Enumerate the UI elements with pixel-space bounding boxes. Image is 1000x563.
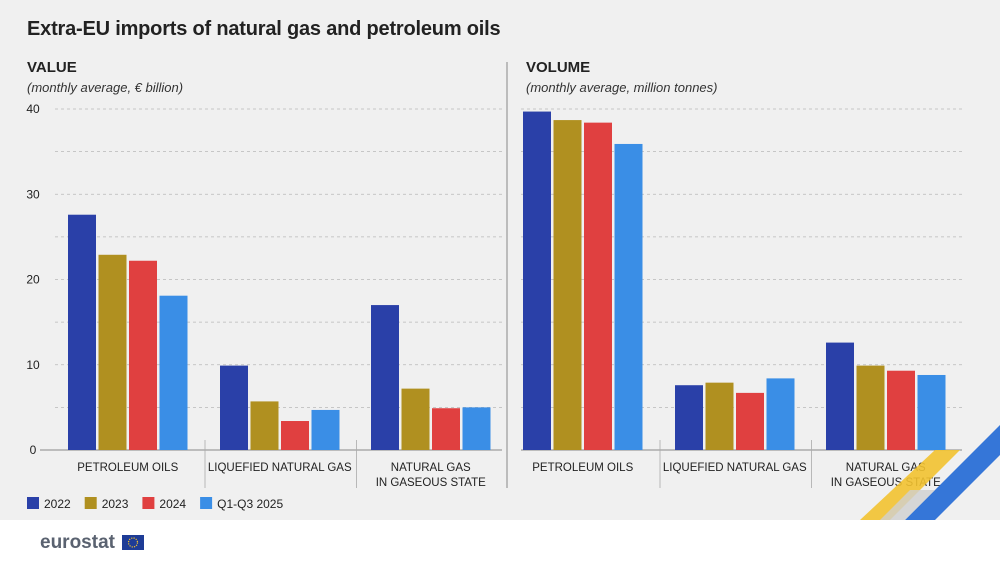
bar <box>250 401 279 450</box>
eurostat-logo: eurostat <box>40 532 145 554</box>
bar <box>614 143 643 450</box>
legend-label: 2022 <box>44 497 71 511</box>
legend-swatch <box>200 497 213 509</box>
legend-label: 2024 <box>159 497 186 511</box>
bar <box>887 370 915 450</box>
footer-bar <box>0 520 1000 563</box>
bar <box>675 385 703 450</box>
bar <box>98 254 127 450</box>
corner-stripes-decoration <box>860 425 1000 520</box>
bar <box>311 409 340 450</box>
bar <box>220 365 248 450</box>
volume-panel-title: VOLUME <box>526 59 590 76</box>
y-tick-label: 10 <box>26 358 40 372</box>
category-label: IN GASEOUS STATE <box>376 477 486 489</box>
legend-swatch <box>142 497 155 509</box>
logo-text: eurostat <box>40 532 115 553</box>
bar <box>462 407 491 450</box>
bar <box>159 295 188 450</box>
category-label: PETROLEUM OILS <box>532 462 633 474</box>
eu-flag-icon <box>122 535 145 551</box>
bar <box>736 392 764 450</box>
bar <box>371 305 399 450</box>
bar <box>281 421 309 450</box>
bar <box>826 342 854 450</box>
bar <box>856 365 885 450</box>
legend-swatch <box>84 497 97 509</box>
bar <box>432 408 460 450</box>
volume-panel-subtitle: (monthly average, million tonnes) <box>526 80 717 95</box>
legend-swatch <box>27 497 39 509</box>
bar <box>705 382 734 450</box>
bar <box>584 122 612 450</box>
bar <box>523 111 551 451</box>
category-label: PETROLEUM OILS <box>77 462 178 474</box>
category-label: NATURAL GAS <box>391 462 471 474</box>
value-panel-title: VALUE <box>27 59 77 76</box>
category-label: LIQUEFIED NATURAL GAS <box>663 462 807 474</box>
value-panel-subtitle: (monthly average, € billion) <box>27 80 183 95</box>
y-tick-label: 40 <box>26 102 40 116</box>
legend-label: Q1-Q3 2025 <box>217 497 283 511</box>
y-tick-label: 30 <box>26 187 40 201</box>
y-tick-label: 20 <box>26 273 40 287</box>
bar <box>68 214 96 450</box>
category-label: LIQUEFIED NATURAL GAS <box>208 462 352 474</box>
category-label: NATURAL GAS <box>846 462 926 474</box>
bar <box>401 388 430 450</box>
legend-label: 2023 <box>102 497 129 511</box>
bar <box>129 260 157 450</box>
chart-svg: VALUE (monthly average, € billion) VOLUM… <box>26 59 1000 520</box>
chart-title: Extra-EU imports of natural gas and petr… <box>27 18 501 40</box>
y-tick-label: 0 <box>30 443 37 457</box>
bar <box>553 120 582 451</box>
bar <box>917 374 946 450</box>
bar <box>766 378 795 450</box>
